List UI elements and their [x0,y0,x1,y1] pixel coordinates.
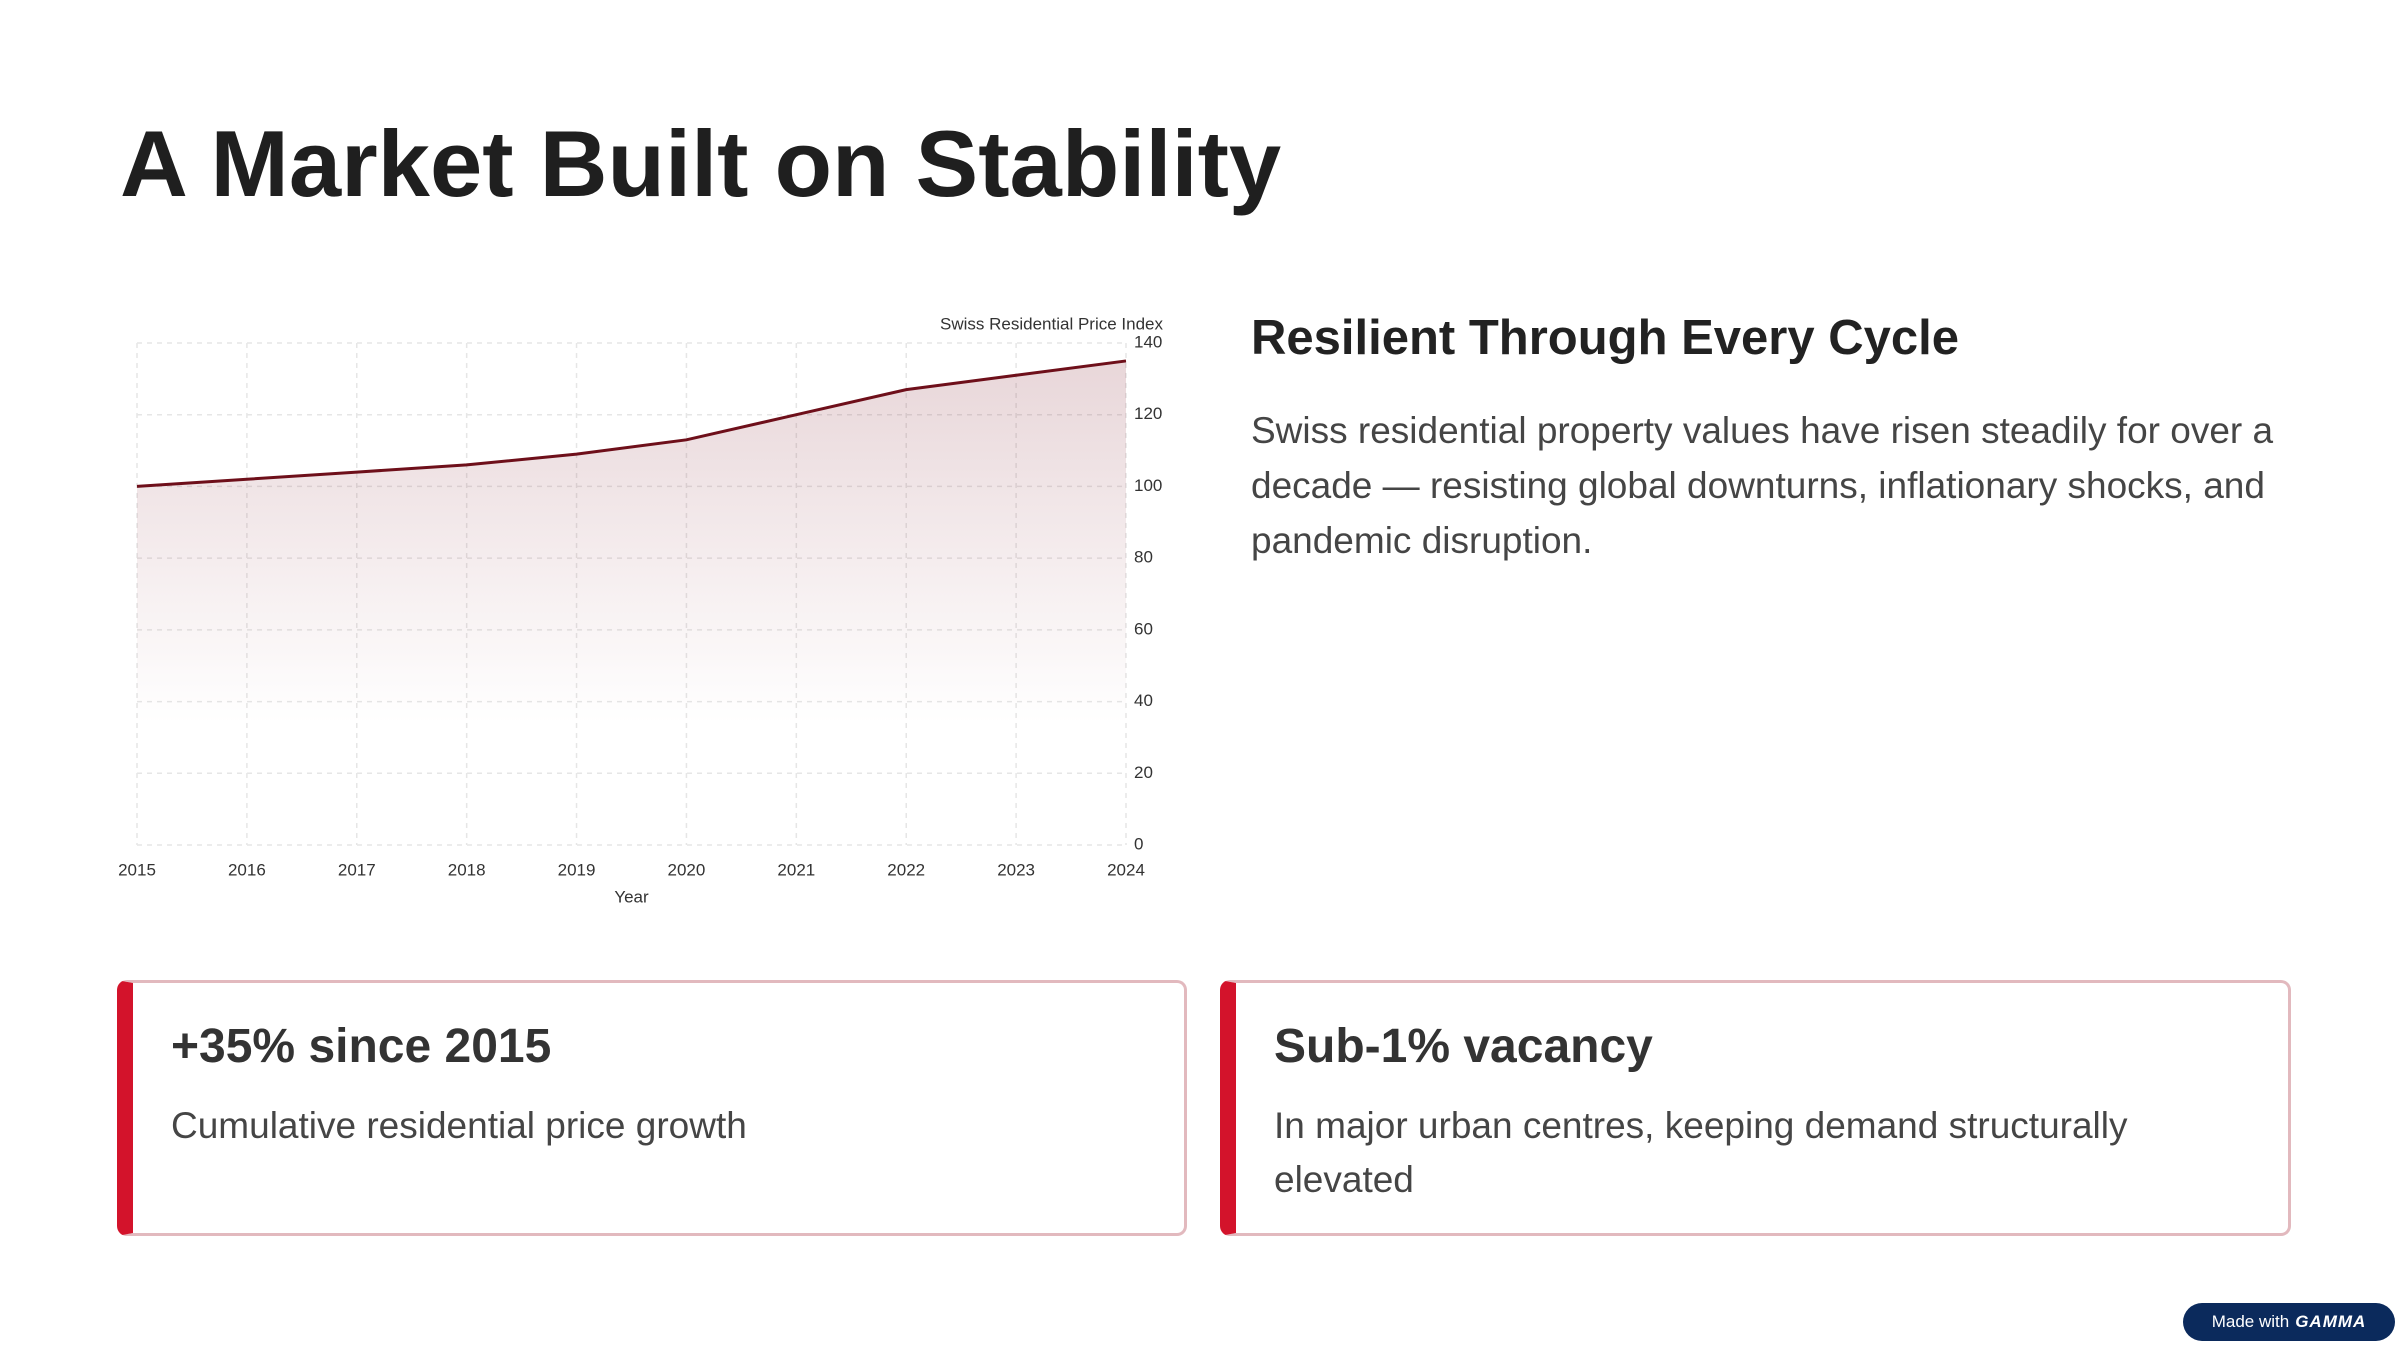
x-tick-label: 2021 [777,860,815,879]
area [137,360,1126,845]
slide-title: A Market Built on Stability [120,111,1282,216]
x-tick-label: 2020 [668,860,706,879]
badge-brand: GAMMA [2295,1312,2367,1331]
y-tick-label: 20 [1134,763,1153,782]
badge-text: Made with [2211,1312,2290,1331]
y-tick-label: 80 [1134,548,1153,567]
x-tick-label: 2016 [228,860,266,879]
x-tick-label: 2017 [338,860,376,879]
y-tick-label: 100 [1134,476,1162,495]
x-tick-label: 2015 [118,860,156,879]
section-heading: Resilient Through Every Cycle [1251,311,1959,365]
x-tick-label: 2023 [997,860,1035,879]
x-axis-title: Year [614,887,649,906]
y-tick-label: 40 [1134,691,1153,710]
card-title: +35% since 2015 [171,1020,552,1073]
section-body: Swiss residential property values have r… [1251,410,2274,561]
stat-card: Sub-1% vacancy In major urban centres, k… [1220,980,2291,1236]
y-tick-label: 0 [1134,834,1143,853]
x-tick-label: 2022 [887,860,925,879]
x-tick-label: 2018 [448,860,486,879]
y-tick-label: 120 [1134,404,1162,423]
card-text: Cumulative residential price growth [171,1105,747,1146]
card-text: In major urban centres, keeping demand s… [1274,1105,2128,1200]
y-tick-label: 60 [1134,619,1153,638]
made-with-badge[interactable]: Made with GAMMA [2183,1303,2395,1341]
y-axis-title: Swiss Residential Price Index [940,314,1163,333]
x-tick-label: 2024 [1107,860,1145,879]
line [136,359,1127,488]
stat-card: +35% since 2015 Cumulative residential p… [117,980,1187,1236]
x-tick-label: 2019 [558,860,596,879]
card-title: Sub-1% vacancy [1274,1020,1653,1073]
y-tick-label: 140 [1134,332,1162,351]
chart: 0 20 40 60 80 100 120 140 2015 2016 2017 2018 2019 20… [118,314,1163,906]
